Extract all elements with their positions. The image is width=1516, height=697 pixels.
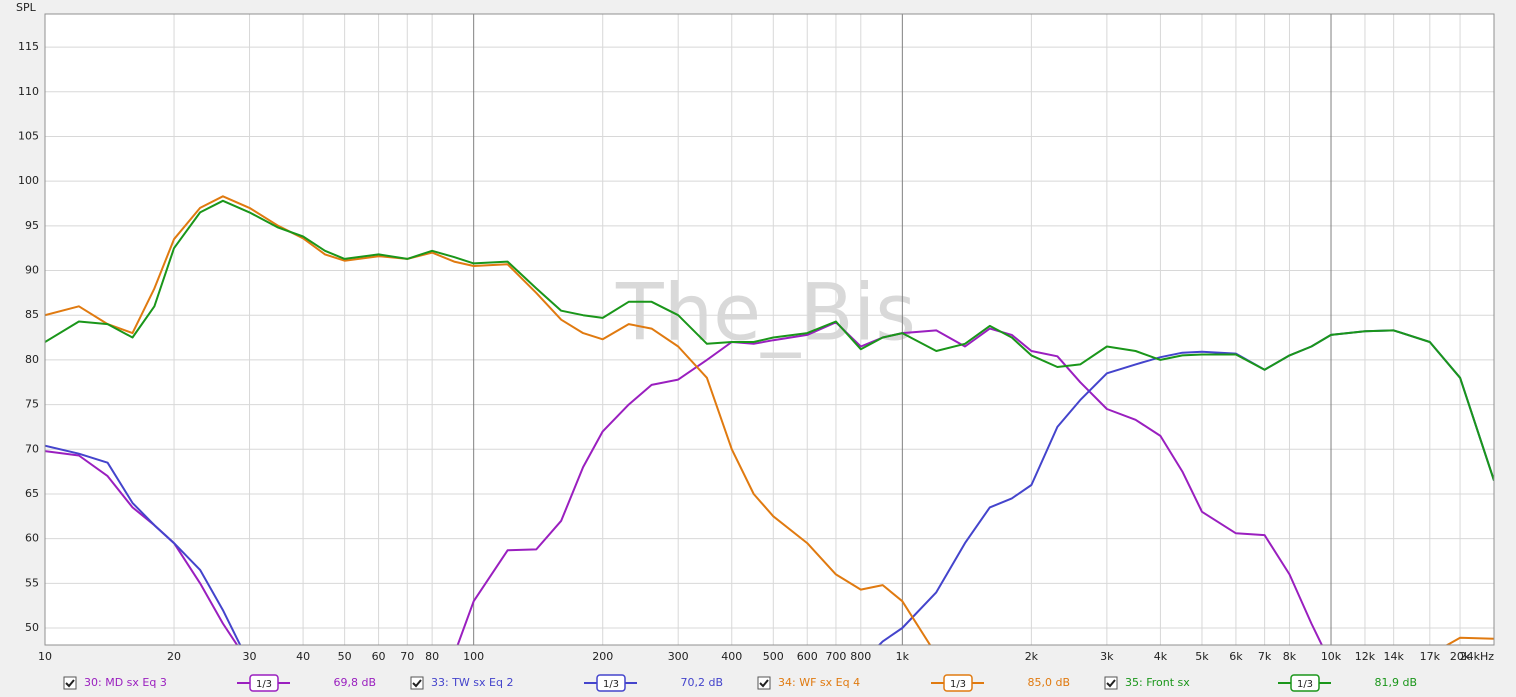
x-tick-label: 10 (38, 650, 52, 663)
x-tick-label: 7k (1258, 650, 1272, 663)
legend-level: 85,0 dB (1027, 676, 1070, 689)
x-tick-label: 400 (721, 650, 742, 663)
legend-item: 34: WF sx Eq 4 1/3 85,0 dB (757, 674, 1070, 692)
x-tick-label: 8k (1283, 650, 1297, 663)
y-tick-label: 60 (25, 532, 39, 545)
y-tick-label: 100 (18, 174, 39, 187)
x-tick-label: 500 (763, 650, 784, 663)
x-tick-label: 12k (1355, 650, 1376, 663)
legend-checkbox (1104, 676, 1118, 690)
checkmark (1106, 679, 1116, 688)
y-tick-label: 90 (25, 264, 39, 277)
legend-name: 30: MD sx Eq 3 (84, 676, 167, 689)
series-lines (45, 195, 1494, 645)
legend-smoothing-box (596, 674, 626, 692)
x-tick-label: 6k (1229, 650, 1243, 663)
y-tick-label: 80 (25, 353, 39, 366)
legend-level: 69,8 dB (333, 676, 376, 689)
legend-name: 34: WF sx Eq 4 (778, 676, 860, 689)
x-tick-label: 14k (1383, 650, 1404, 663)
y-tick-label: 110 (18, 85, 39, 98)
x-tick-label: 100 (463, 650, 484, 663)
x-tick-label: 17k (1420, 650, 1441, 663)
legend-checkbox (410, 676, 424, 690)
x-tick-label: 1k (896, 650, 910, 663)
legend-item: 33: TW sx Eq 2 1/3 70,2 dB (410, 674, 723, 692)
x-tick-label: 20 (167, 650, 181, 663)
x-tick-label: 700 (825, 650, 846, 663)
y-tick-label: 65 (25, 487, 39, 500)
legend-level: 81,9 dB (1374, 676, 1417, 689)
checkmark (65, 679, 75, 688)
y-tick-label: 75 (25, 398, 39, 411)
y-axis-label: SPL (16, 1, 37, 14)
x-tick-label: 60 (372, 650, 386, 663)
legend-smoothing-box (249, 674, 279, 692)
x-tick-label: 80 (425, 650, 439, 663)
checkmark (759, 679, 769, 688)
checkmark (412, 679, 422, 688)
legend-smoothing-box (943, 674, 973, 692)
y-tick-label: 85 (25, 308, 39, 321)
x-tick-label: 10k (1321, 650, 1342, 663)
grid (44, 14, 1495, 645)
series-line (45, 199, 1494, 481)
x-tick-label: 50 (338, 650, 352, 663)
y-tick-label: 115 (18, 40, 39, 53)
legend-smoothing: 1/3 (1297, 679, 1313, 690)
legend-smoothing: 1/3 (950, 679, 966, 690)
x-tick-label: 200 (592, 650, 613, 663)
y-tick-label: 70 (25, 442, 39, 455)
legend-smoothing: 1/3 (603, 679, 619, 690)
y-tick-label: 55 (25, 576, 39, 589)
x-tick-label: 800 (850, 650, 871, 663)
x-tick-label: 5k (1195, 650, 1209, 663)
legend-item: 30: MD sx Eq 3 1/3 69,8 dB (63, 674, 376, 692)
x-tick-label: 40 (296, 650, 310, 663)
legend-level: 70,2 dB (680, 676, 723, 689)
y-tick-label: 95 (25, 219, 39, 232)
legend-name: 33: TW sx Eq 2 (431, 676, 513, 689)
x-tick-label: 70 (400, 650, 414, 663)
legend-checkbox (63, 676, 77, 690)
x-tick-label: 600 (797, 650, 818, 663)
legend-item: 35: Front sx 1/3 81,9 dB (1104, 674, 1417, 692)
x-tick-label: 300 (668, 650, 689, 663)
y-tick-label: 50 (25, 621, 39, 634)
plot-area (44, 13, 1495, 646)
x-tick-label: 4k (1154, 650, 1168, 663)
x-tick-label: 2k (1025, 650, 1039, 663)
legend-checkbox (757, 676, 771, 690)
x-tick-label: 24kHz (1460, 650, 1495, 663)
x-tick-label: 3k (1100, 650, 1114, 663)
legend-smoothing: 1/3 (256, 679, 272, 690)
legend-name: 35: Front sx (1125, 676, 1190, 689)
plot-area (44, 13, 1495, 646)
x-tick-label: 20k (1450, 650, 1471, 663)
y-tick-label: 105 (18, 129, 39, 142)
series-line (45, 195, 1494, 645)
legend-smoothing-box (1290, 674, 1320, 692)
x-tick-label: 30 (243, 650, 257, 663)
